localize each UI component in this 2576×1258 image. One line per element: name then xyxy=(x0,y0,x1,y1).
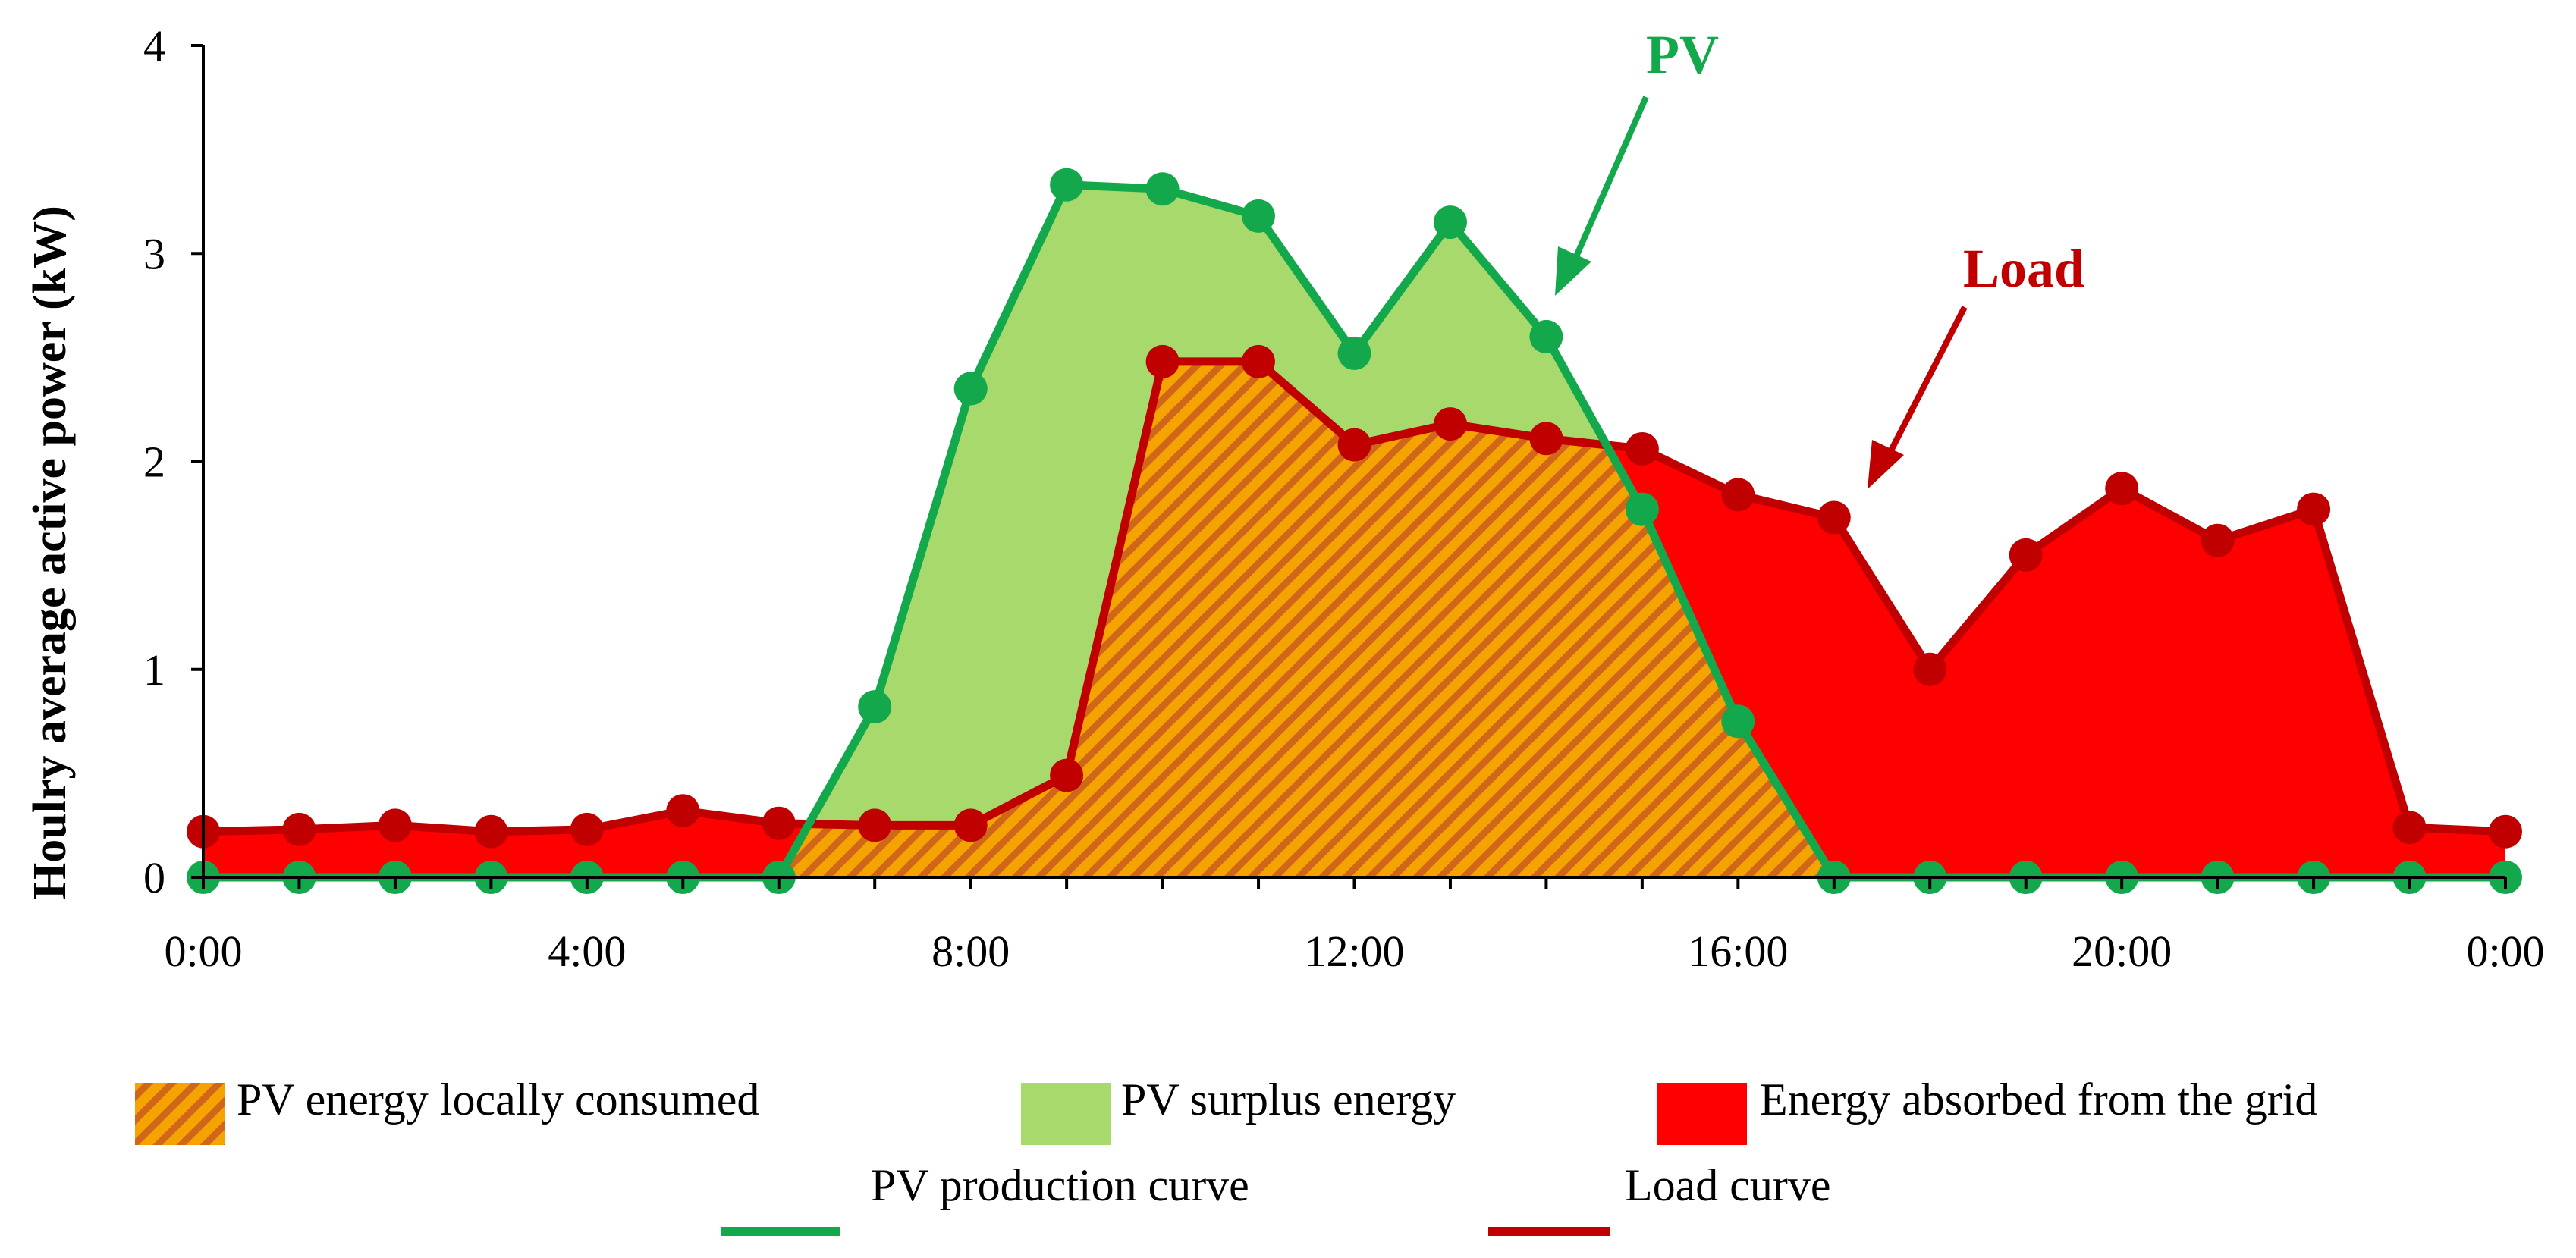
legend-label: PV energy locally consumed xyxy=(237,1074,759,1125)
y-tick-label: 1 xyxy=(143,645,165,695)
annotation-pv-label: PV xyxy=(1646,24,1719,85)
annotation-load-label: Load xyxy=(1963,238,2084,299)
pv-point-16 xyxy=(1721,704,1755,739)
pv-point-8 xyxy=(953,372,988,406)
area-layer xyxy=(203,184,2505,877)
annotations: PV Load xyxy=(1555,24,2084,489)
pv-point-12 xyxy=(1337,336,1371,370)
legend-label: PV surplus energy xyxy=(1121,1074,1456,1125)
load-point-23 xyxy=(2392,811,2427,845)
load-point-5 xyxy=(666,794,700,828)
x-tick-label: 0:00 xyxy=(164,927,242,976)
load-point-3 xyxy=(474,814,508,849)
load-point-8 xyxy=(953,808,988,842)
load-point-14 xyxy=(1529,422,1563,456)
load-point-15 xyxy=(1625,432,1659,466)
pv-point-14 xyxy=(1529,319,1563,353)
legend-swatch-2 xyxy=(1021,1083,1111,1145)
y-tick-label: 4 xyxy=(143,21,165,71)
load-point-1 xyxy=(282,812,316,846)
pv-point-10 xyxy=(1145,172,1180,206)
legend-label: Energy absorbed from the grid xyxy=(1760,1074,2317,1125)
load-point-22 xyxy=(2297,492,2331,526)
annotation-load-arrowhead xyxy=(1868,440,1904,489)
x-tick-label: 4:00 xyxy=(548,927,626,976)
legend-swatch-3 xyxy=(1657,1083,1747,1145)
load-point-19 xyxy=(2009,538,2043,572)
axes: 0 1 2 3 4 0:00 4:00 8:00 12:00 16:00 20:00 0:00 Houl… xyxy=(24,21,2545,976)
annotation-pv-arrowhead xyxy=(1555,246,1591,296)
load-point-20 xyxy=(2105,472,2139,506)
load-point-10 xyxy=(1145,344,1180,378)
load-point-7 xyxy=(858,808,892,842)
pv-point-13 xyxy=(1434,205,1467,240)
legend-label: Load curve xyxy=(1625,1160,1831,1210)
load-point-17 xyxy=(1817,500,1851,535)
load-point-9 xyxy=(1050,758,1084,792)
load-point-21 xyxy=(2201,523,2235,557)
legend-swatch-1 xyxy=(135,1083,225,1145)
load-point-6 xyxy=(762,806,796,840)
legend-label: PV production curve xyxy=(871,1160,1249,1210)
x-tick-label: 0:00 xyxy=(2466,927,2544,976)
load-point-13 xyxy=(1434,407,1467,441)
load-point-24 xyxy=(2489,814,2522,849)
x-tick-label: 8:00 xyxy=(931,927,1010,976)
x-tick-label: 12:00 xyxy=(1304,927,1404,976)
pv-point-9 xyxy=(1050,168,1084,202)
x-tick-label: 20:00 xyxy=(2072,927,2172,976)
annotation-pv-arrow-shaft xyxy=(1571,96,1649,263)
pv-point-15 xyxy=(1625,492,1659,526)
legend: PV energy locally consumed PV surplus ene… xyxy=(135,1074,2317,1236)
y-tick-label: 3 xyxy=(143,229,165,278)
pv-point-7 xyxy=(858,690,892,724)
load-point-4 xyxy=(570,812,604,846)
pv-point-11 xyxy=(1242,199,1275,233)
load-point-11 xyxy=(1242,344,1275,378)
area-pv-locally-consumed xyxy=(203,361,2505,877)
y-axis-title: Houlry average active power (kW) xyxy=(24,205,76,899)
x-tick-label: 16:00 xyxy=(1688,927,1788,976)
y-tick-label: 0 xyxy=(143,853,165,902)
load-point-12 xyxy=(1337,428,1371,462)
annotation-load-arrow-shaft xyxy=(1886,306,1968,456)
y-tick-label: 2 xyxy=(143,438,165,487)
load-point-16 xyxy=(1721,478,1755,512)
load-point-18 xyxy=(1913,652,1947,686)
load-point-2 xyxy=(378,808,412,842)
area-grid-energy xyxy=(203,361,2505,877)
